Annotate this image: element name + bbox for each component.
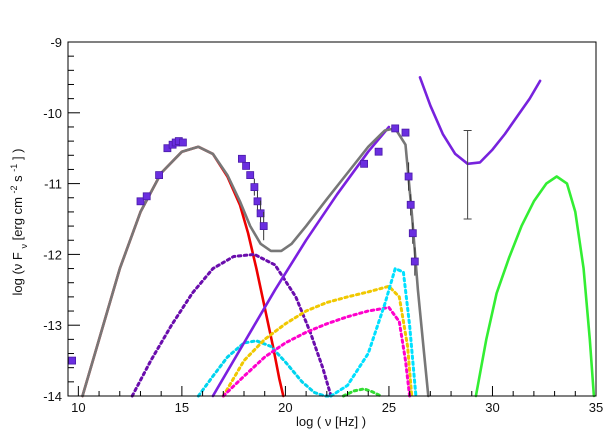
data-point: [246, 171, 255, 180]
data-point: [142, 192, 151, 201]
y-axis-title-sup2: -1: [9, 164, 19, 172]
x-tick-label: 10: [71, 400, 85, 415]
point-layer: [68, 124, 419, 365]
data-point: [391, 124, 400, 133]
y-tick-label: -11: [44, 177, 62, 192]
x-axis-title: log ( ν [Hz] ): [296, 414, 366, 429]
y-tick-label: -9: [50, 35, 62, 50]
data-point: [68, 356, 76, 365]
y-axis-title-sup1: -2: [9, 185, 19, 193]
data-point: [136, 197, 145, 206]
x-tick-label: 30: [485, 400, 499, 415]
series-line-10: [81, 127, 430, 398]
y-tick-label: -12: [43, 247, 62, 262]
data-point: [237, 154, 246, 163]
series-line-3: [211, 125, 391, 398]
data-point: [406, 200, 415, 209]
y-axis-title-prefix: log (ν F: [10, 252, 25, 295]
data-point: [178, 138, 187, 147]
data-point: [410, 257, 419, 266]
y-axis-title-middle: [erg cm: [10, 197, 25, 240]
data-point: [253, 197, 262, 206]
y-axis-title-middle2: s: [10, 175, 25, 182]
series-line-9: [418, 76, 542, 166]
data-point: [250, 183, 259, 192]
x-tick-label: 20: [278, 400, 292, 415]
curve-layer: [81, 76, 596, 398]
y-axis-title-suffix: ] ): [10, 148, 25, 160]
y-tick-label: -14: [43, 389, 62, 404]
data-point: [360, 159, 369, 168]
plot-frame: [67, 41, 597, 397]
annotation-layer: [463, 130, 472, 220]
x-tick-label: 35: [589, 400, 603, 415]
data-point: [374, 147, 383, 156]
data-point: [155, 171, 164, 180]
series-line-6: [329, 267, 418, 398]
series-line-7: [341, 387, 383, 398]
data-point: [404, 172, 413, 181]
series-line-8: [474, 175, 596, 398]
data-point: [256, 209, 265, 218]
x-tick-label: 25: [382, 400, 396, 415]
axis-layer: 10 15 20 25 30 35 -9 -10 -11 -12 -13 -14: [43, 35, 603, 415]
data-point: [242, 161, 251, 170]
data-point: [401, 128, 410, 137]
series-line-2: [196, 339, 333, 398]
x-tick-label: 15: [175, 400, 189, 415]
y-tick-label: -10: [43, 106, 62, 121]
data-point: [408, 229, 417, 238]
y-axis-title: log (ν F ν [erg cm -2 s -1 ] ): [9, 148, 29, 295]
series-line-1: [130, 252, 333, 398]
series-line-4: [221, 284, 414, 398]
y-axis-title-sub: ν: [19, 244, 29, 249]
series-line-5: [221, 306, 412, 398]
y-tick-label: -13: [43, 318, 62, 333]
data-point: [259, 222, 268, 231]
